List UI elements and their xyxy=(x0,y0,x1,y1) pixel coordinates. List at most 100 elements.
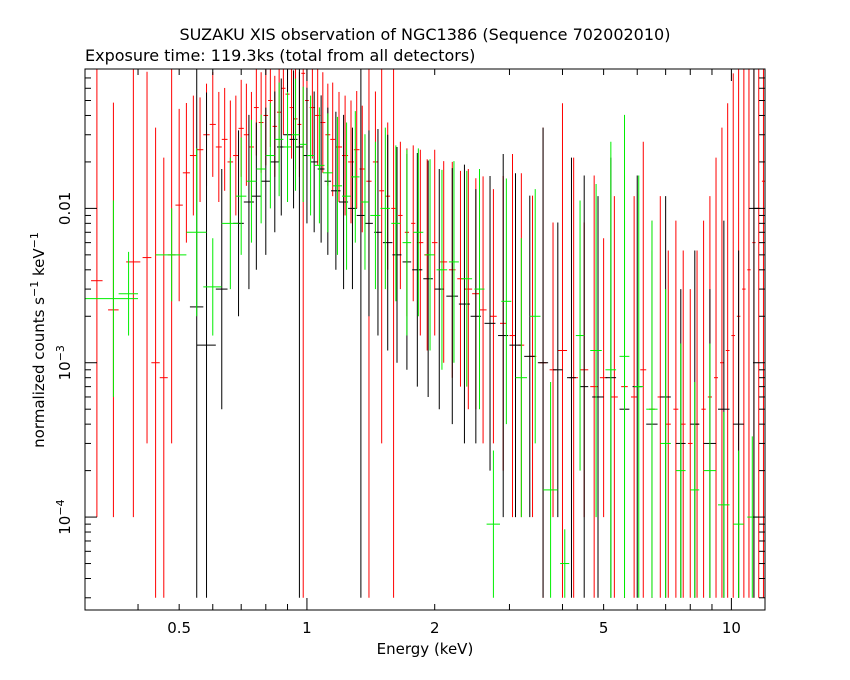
data-point xyxy=(317,95,325,243)
data-point xyxy=(261,107,271,255)
data-point xyxy=(265,102,275,209)
x-tick-label: 1 xyxy=(302,619,312,637)
data-point xyxy=(630,196,638,598)
data-point xyxy=(246,119,257,243)
data-point xyxy=(235,137,247,255)
data-point xyxy=(543,382,558,598)
y-axis-label-mid: keV xyxy=(30,248,48,281)
chart-title: SUZAKU XIS observation of NGC1386 (Seque… xyxy=(180,25,671,44)
y-tick-label-base: 10 xyxy=(56,361,74,380)
data-point xyxy=(196,97,204,202)
data-point xyxy=(748,69,759,598)
data-point xyxy=(731,73,736,598)
data-point xyxy=(501,178,512,425)
data-point xyxy=(537,127,549,598)
data-point xyxy=(436,169,448,370)
data-point xyxy=(560,529,570,598)
data-point xyxy=(703,343,717,598)
y-tick-label: 0.01 xyxy=(56,192,74,225)
data-point xyxy=(413,148,424,317)
data-point xyxy=(270,91,280,233)
y-axis-label-base: normalized counts s xyxy=(30,297,48,448)
data-point xyxy=(233,95,239,216)
data-point xyxy=(348,100,354,224)
data-point xyxy=(155,208,187,302)
data-point xyxy=(364,130,373,317)
y-tick-label: 10−3 xyxy=(54,345,75,380)
series-2 xyxy=(85,78,758,598)
data-point xyxy=(423,160,433,397)
data-point xyxy=(605,141,617,598)
data-point xyxy=(448,161,459,363)
plot-frame xyxy=(84,68,766,611)
data-point xyxy=(440,161,448,363)
data-point xyxy=(610,196,618,598)
data-point xyxy=(515,238,528,518)
data-point xyxy=(590,183,602,518)
data-point xyxy=(189,69,204,598)
y-axis-label-sup1: −1 xyxy=(28,281,41,297)
data-point xyxy=(761,69,765,598)
data-point xyxy=(330,82,336,197)
data-point xyxy=(359,105,365,233)
data-point xyxy=(379,69,385,444)
data-point xyxy=(529,189,541,444)
data-point xyxy=(306,95,315,216)
data-point xyxy=(690,382,700,598)
data-point xyxy=(243,114,254,290)
data-point xyxy=(458,164,470,444)
y-axis-label: normalized counts s−1 keV−1 xyxy=(28,232,49,448)
data-point xyxy=(331,111,341,270)
x-axis-label: Energy (keV) xyxy=(377,640,474,658)
data-point xyxy=(411,145,416,302)
data-point xyxy=(665,250,671,598)
data-point xyxy=(479,176,487,444)
data-point xyxy=(118,251,139,336)
data-point xyxy=(580,175,589,598)
data-point xyxy=(91,69,103,518)
y-tick-label-exp: −3 xyxy=(54,345,67,361)
data-point xyxy=(660,289,671,598)
data-point xyxy=(251,122,262,270)
data-point xyxy=(221,87,228,191)
data-point xyxy=(215,168,228,410)
data-point xyxy=(486,450,500,598)
data-point xyxy=(350,111,360,243)
data-point xyxy=(332,116,343,255)
data-point xyxy=(356,69,365,598)
data-point xyxy=(733,450,744,598)
data-point xyxy=(673,220,679,598)
data-point xyxy=(718,411,730,598)
data-point xyxy=(142,71,152,444)
data-point xyxy=(553,222,563,518)
data-point xyxy=(747,69,751,598)
data-point xyxy=(380,127,391,290)
data-point xyxy=(382,134,393,351)
x-tick-label: 5 xyxy=(599,619,609,637)
data-point xyxy=(182,103,190,243)
data-point xyxy=(289,69,294,159)
data-point xyxy=(283,91,292,202)
data-point xyxy=(295,69,304,598)
data-point xyxy=(335,91,343,202)
data-point xyxy=(634,175,644,598)
data-point xyxy=(640,141,647,598)
data-point xyxy=(289,70,298,209)
data-point xyxy=(291,78,300,191)
data-point xyxy=(398,141,403,290)
data-point xyxy=(391,145,401,302)
data-point xyxy=(402,149,412,336)
data-point xyxy=(714,157,719,598)
data-point xyxy=(742,69,746,598)
y-tick-label-base: 0.01 xyxy=(56,192,74,225)
data-point xyxy=(687,289,693,598)
data-point xyxy=(243,83,249,186)
data-point xyxy=(175,108,183,302)
data-marks xyxy=(85,69,765,598)
data-point xyxy=(646,220,658,598)
data-point xyxy=(322,113,333,233)
data-point xyxy=(701,220,706,598)
data-point xyxy=(360,134,369,270)
